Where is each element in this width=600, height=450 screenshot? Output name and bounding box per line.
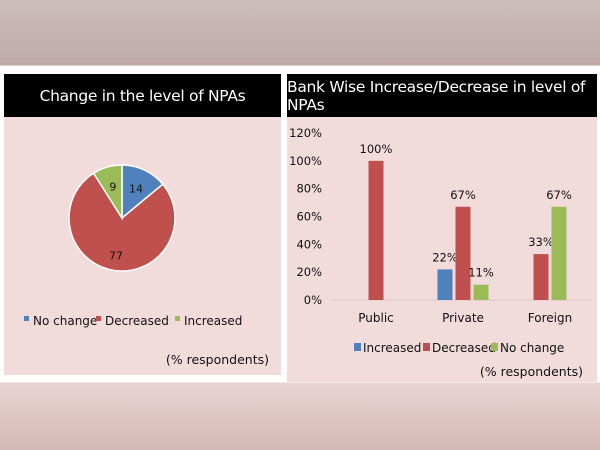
legend-label-increased: Increased [184,314,242,328]
pie-card: Change in the level of NPAs (% responden… [4,74,281,375]
x-tick-label-foreign: Foreign [528,311,572,325]
legend-label-no-change: No change [500,341,564,355]
y-tick-label: 80% [296,182,322,196]
y-tick-label: 60% [296,210,322,224]
pie-slice-increased [92,164,123,221]
bar-data-label: 11% [468,266,494,280]
pie-slice-decreased [68,172,176,272]
x-tick-label-private: Private [442,311,484,325]
legend-label-decreased: Decreased [432,341,496,355]
y-tick-label: 20% [296,265,322,279]
pie-data-label: 77 [109,250,123,263]
legend-swatch [491,343,498,351]
legend-label-increased: Increased [363,341,421,355]
bar-data-label: 22% [432,250,458,264]
legend-swatch [175,316,180,321]
bar-private-no-change [473,284,489,300]
pie-data-label: 14 [129,182,143,195]
bar-private-increased [437,269,453,300]
bar-foreign-decreased [533,254,549,300]
legend-swatch [24,316,29,321]
bar-note: (% respondents) [479,364,583,379]
pie-note: (% respondents) [165,352,269,367]
bar-public-decreased [368,160,384,300]
y-tick-label: 100% [289,154,322,168]
pie-chart-title: Change in the level of NPAs [4,74,281,117]
legend-swatch [423,343,430,351]
bar-data-label: 33% [528,235,554,249]
legend-label-no-change: No change [33,314,97,328]
legend-swatch [96,316,101,321]
bar-private-decreased [455,206,471,300]
bar-data-label: 100% [360,142,393,156]
bar-chart-title: Bank Wise Increase/Decrease in level of … [287,74,597,117]
bar-data-label: 67% [450,188,476,202]
bar-card: Bank Wise Increase/Decrease in level of … [287,74,597,382]
legend-swatch [354,343,361,351]
pie-data-label: 9 [109,180,116,193]
bar-data-label: 67% [546,188,572,202]
y-tick-label: 40% [296,237,322,251]
x-tick-label-public: Public [358,311,394,325]
y-tick-label: 120% [289,126,322,140]
legend-label-decreased: Decreased [105,314,169,328]
bar-foreign-no-change [551,206,567,300]
y-tick-label: 0% [304,293,322,307]
